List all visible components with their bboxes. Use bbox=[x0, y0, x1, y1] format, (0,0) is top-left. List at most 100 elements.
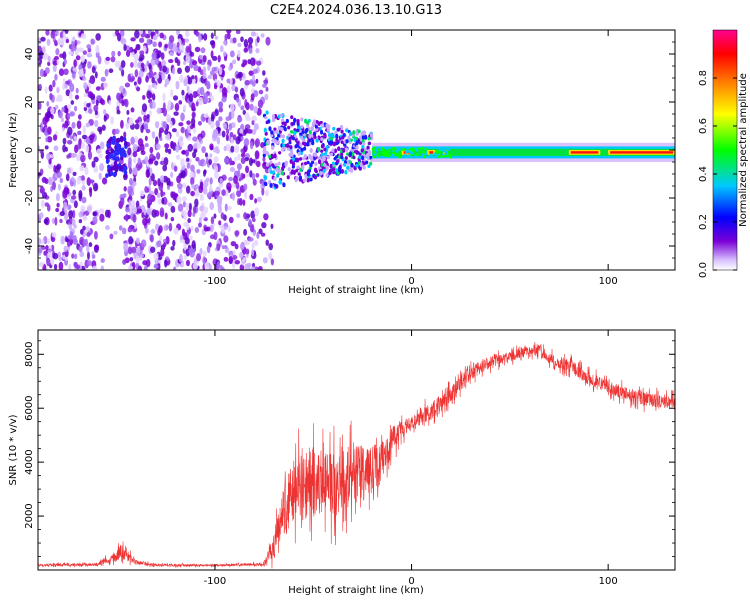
spectrogram-onset-blob bbox=[355, 163, 359, 168]
spectrogram-carrier-blob bbox=[443, 146, 447, 150]
spectrogram-noise-blob bbox=[50, 30, 56, 39]
spectrogram-ylabel: Frequency (Hz) bbox=[8, 112, 19, 188]
spectrogram-onset-blob bbox=[360, 148, 364, 153]
spectrogram-noise-blob bbox=[70, 195, 77, 200]
spectrogram-noise-blob bbox=[50, 236, 56, 243]
spectrogram-noise-blob bbox=[156, 192, 161, 199]
spectrogram-noise-blob bbox=[81, 196, 87, 204]
spectrogram-noise-blob bbox=[128, 236, 134, 245]
spectrogram-onset-blob bbox=[335, 133, 339, 139]
spectrogram-noise-blob bbox=[72, 171, 77, 177]
spectrogram-noise-blob bbox=[148, 110, 152, 116]
spectrogram-noise-blob bbox=[87, 150, 93, 160]
spectrogram-noise-blob bbox=[110, 116, 114, 125]
spectrogram-ticks: -100 0 100 -40 -20 0 20 40 bbox=[24, 30, 675, 287]
spectrogram-noise-blob bbox=[38, 50, 44, 60]
spectrogram-noise-blob bbox=[115, 30, 120, 37]
spectrogram-noise-blob bbox=[212, 128, 219, 137]
spectrogram-noise-blob bbox=[56, 30, 60, 36]
spectrogram-noise-blob bbox=[237, 49, 241, 58]
spectrogram-onset-blob bbox=[340, 152, 344, 157]
spectrogram-noise-blob bbox=[123, 242, 129, 252]
spectrogram-noise-blob bbox=[142, 217, 148, 226]
snr-ytick-label: 4000 bbox=[24, 449, 35, 474]
spectrogram-carrier-blob bbox=[442, 154, 446, 158]
spectrogram-noise-blob bbox=[229, 167, 236, 173]
spectrogram-onset-blob bbox=[315, 138, 319, 143]
spectrogram-noise-blob bbox=[127, 246, 133, 255]
spectrogram-noise-blob bbox=[198, 222, 202, 228]
spectrogram-onset-blob bbox=[331, 148, 335, 153]
spectrogram-noise-blob bbox=[41, 176, 47, 184]
spectrogram-noise-blob bbox=[268, 252, 273, 261]
spectrogram-noise-blob bbox=[66, 139, 73, 145]
spectrogram-onset-blob bbox=[308, 130, 312, 135]
spectrogram-onset-blob bbox=[326, 127, 331, 132]
spectrogram-noise-blob bbox=[251, 242, 255, 250]
spectrogram-onset-blob bbox=[301, 164, 305, 170]
spectrogram-onset-blob bbox=[306, 141, 310, 147]
spectrogram-noise-blob bbox=[87, 251, 90, 260]
spectrogram-noise-blob bbox=[229, 103, 235, 113]
spectrogram-noise-blob bbox=[226, 78, 231, 84]
spectrogram-noise-blob bbox=[51, 232, 57, 238]
spectrogram-onset-blob bbox=[358, 141, 363, 145]
spectrogram-noise-blob bbox=[222, 51, 227, 57]
spectrogram-noise-blob bbox=[133, 60, 138, 68]
spectrogram-cluster-blob bbox=[106, 142, 110, 148]
spectrogram-noise-blob bbox=[231, 59, 237, 65]
spectrogram-noise-blob bbox=[173, 227, 179, 235]
spectrogram-cluster-blob bbox=[111, 139, 116, 145]
spectrogram-noise-blob bbox=[256, 36, 260, 43]
spectrogram-noise-blob bbox=[258, 265, 263, 270]
spectrogram-onset-blob bbox=[273, 153, 277, 159]
spectrogram-onset-blob bbox=[283, 146, 287, 151]
spectrogram-noise-blob bbox=[79, 165, 85, 172]
spectrogram-noise-blob bbox=[127, 73, 132, 82]
spectrogram-noise-blob bbox=[235, 30, 241, 35]
spectrogram-noise-blob bbox=[154, 160, 159, 166]
spectrogram-noise-blob bbox=[75, 55, 81, 61]
spectrogram-ytick-label: -40 bbox=[24, 238, 35, 254]
spectrogram-carrier-blob bbox=[445, 154, 449, 158]
spectrogram-noise-blob bbox=[190, 164, 195, 172]
spectrogram-onset-blob bbox=[269, 170, 273, 175]
spectrogram-cluster-blob bbox=[113, 160, 118, 166]
spectrogram-noise-blob bbox=[145, 128, 151, 134]
spectrogram-noise-blob bbox=[198, 136, 202, 143]
spectrogram-noise-blob bbox=[59, 218, 63, 224]
spectrogram-noise-blob bbox=[196, 169, 201, 174]
spectrogram-onset-blob bbox=[340, 140, 344, 145]
spectrogram-noise-blob bbox=[137, 76, 142, 85]
spectrogram-noise-blob bbox=[63, 58, 67, 65]
spectrogram-noise-blob bbox=[76, 120, 82, 129]
spectrogram-noise-blob bbox=[60, 235, 65, 245]
spectrogram-noise-blob bbox=[58, 261, 64, 270]
spectrogram-onset-blob bbox=[284, 162, 288, 167]
spectrogram-noise-blob bbox=[94, 71, 98, 79]
colorbar-tick-label: 0.4 bbox=[698, 166, 709, 182]
spectrogram-noise-blob bbox=[170, 161, 174, 170]
spectrogram-noise-blob bbox=[223, 124, 228, 130]
spectrogram-cluster-blob bbox=[116, 137, 121, 143]
spectrogram-noise-blob bbox=[98, 208, 105, 214]
spectrogram-noise-blob bbox=[202, 72, 207, 80]
spectrogram-cluster-blob bbox=[112, 172, 117, 178]
spectrogram-noise-blob bbox=[234, 86, 239, 93]
spectrogram-carrier-peak bbox=[610, 151, 674, 154]
spectrogram-noise-blob bbox=[129, 188, 133, 193]
spectrogram-noise-blob bbox=[60, 37, 65, 46]
spectrogram-onset-blob bbox=[354, 150, 358, 154]
spectrogram-noise-blob bbox=[67, 126, 73, 136]
spectrogram-noise-blob bbox=[227, 225, 231, 233]
spectrogram-onset-blob bbox=[313, 152, 318, 158]
spectrogram-noise-blob bbox=[243, 138, 250, 147]
spectrogram-noise-blob bbox=[244, 190, 248, 200]
spectrogram-noise-blob bbox=[163, 242, 167, 248]
spectrogram-noise-blob bbox=[162, 65, 167, 73]
spectrogram-noise-blob bbox=[153, 74, 160, 80]
spectrogram-noise-blob bbox=[144, 135, 148, 142]
spectrogram-noise-blob bbox=[139, 53, 145, 61]
spectrogram-noise-blob bbox=[67, 104, 72, 109]
spectrogram-noise-blob bbox=[78, 47, 84, 53]
